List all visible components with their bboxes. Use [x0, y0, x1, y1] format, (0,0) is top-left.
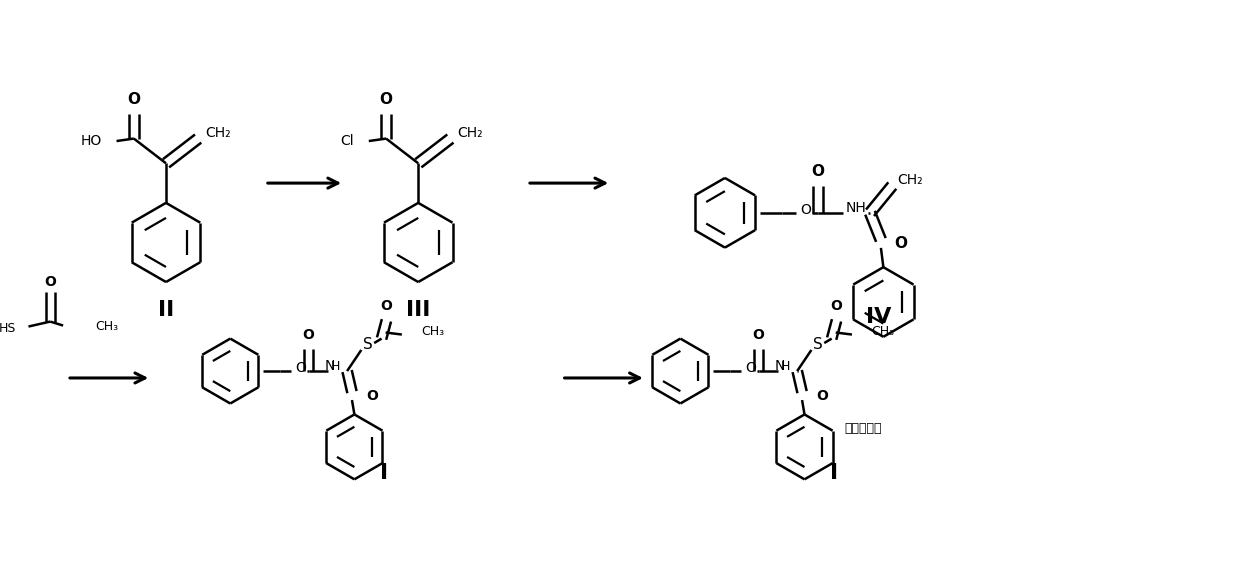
Text: I: I — [379, 463, 388, 483]
Text: HO: HO — [81, 134, 102, 148]
Text: O: O — [831, 299, 842, 314]
Text: O: O — [303, 328, 315, 342]
Text: II: II — [157, 300, 174, 320]
Text: NH: NH — [846, 201, 866, 215]
Text: S: S — [363, 337, 373, 352]
Text: O: O — [894, 236, 908, 251]
Text: H: H — [331, 359, 340, 373]
Text: CH₂: CH₂ — [458, 126, 484, 139]
Text: O: O — [812, 164, 825, 179]
Text: O: O — [366, 389, 378, 403]
Text: HS: HS — [0, 322, 16, 335]
Text: O: O — [745, 361, 756, 375]
Text: O: O — [379, 92, 393, 108]
Text: O: O — [381, 299, 392, 314]
Text: N: N — [325, 359, 335, 373]
Text: O: O — [800, 203, 811, 217]
Text: CH₃: CH₃ — [422, 325, 445, 338]
Text: O: O — [816, 389, 828, 403]
Text: I: I — [830, 463, 838, 483]
Text: CH₂: CH₂ — [205, 126, 231, 139]
Text: S: S — [813, 337, 823, 352]
Text: CH₃: CH₃ — [872, 325, 895, 338]
Text: Cl: Cl — [340, 134, 353, 148]
Text: III: III — [405, 300, 430, 320]
Text: 消旋卡多曲: 消旋卡多曲 — [844, 422, 882, 435]
Text: CH₃: CH₃ — [94, 320, 118, 333]
Text: O: O — [753, 328, 765, 342]
Text: O: O — [295, 361, 306, 375]
Text: IV: IV — [866, 307, 890, 327]
Text: O: O — [128, 92, 140, 108]
Text: N: N — [775, 359, 785, 373]
Text: O: O — [45, 275, 56, 289]
Text: H: H — [781, 359, 790, 373]
Text: CH₂: CH₂ — [898, 172, 923, 187]
